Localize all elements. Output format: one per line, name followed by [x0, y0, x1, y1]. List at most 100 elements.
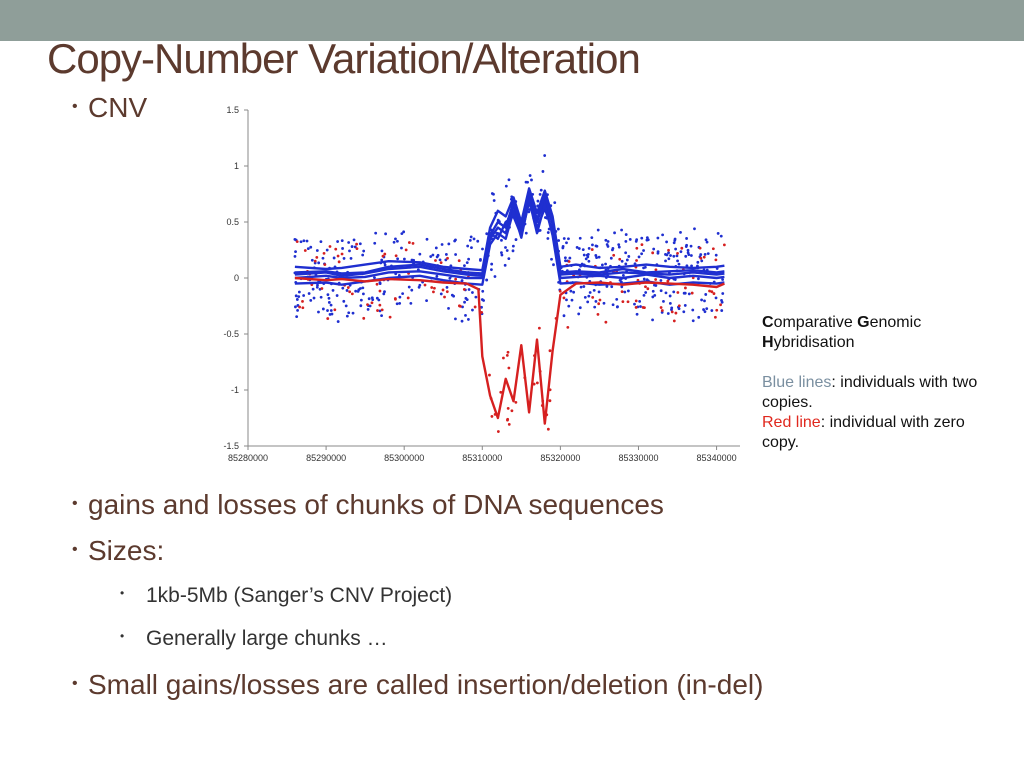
- cgh-chart: 1.5 1 0.5 0 -0.5 -1 -1.5 85280000 85290000 853000…: [223, 105, 740, 463]
- blue-probe-point: [310, 258, 314, 262]
- red-probe-point: [713, 315, 717, 319]
- blue-probe-point: [691, 319, 695, 323]
- cgh-ybridisation: ybridisation: [773, 334, 855, 351]
- x-tick-label: 85310000: [462, 453, 502, 463]
- red-probe-point: [303, 249, 307, 252]
- blue-probe-point: [345, 314, 349, 318]
- blue-probe-point: [341, 247, 344, 250]
- y-tick-label: -0.5: [223, 329, 239, 339]
- slide-title: Copy-Number Variation/Alteration: [47, 35, 641, 82]
- blue-probe-point: [656, 250, 660, 253]
- blue-probe-point: [577, 247, 581, 250]
- blue-probe-point: [294, 305, 297, 309]
- blue-probe-point: [582, 253, 586, 257]
- red-probe-point: [378, 303, 382, 307]
- blue-probe-point: [703, 253, 707, 256]
- blue-probe-point: [347, 311, 351, 315]
- blue-probe-point: [315, 285, 319, 289]
- blue-probe-point: [563, 256, 567, 260]
- blue-probe-point: [311, 287, 315, 291]
- red-probe-point: [337, 260, 341, 264]
- blue-probe-point: [309, 245, 313, 249]
- blue-probe-point: [593, 305, 597, 309]
- red-probe-point: [355, 247, 359, 251]
- blue-probe-point: [682, 310, 686, 314]
- red-probe-point: [443, 295, 446, 299]
- red-probe-point: [597, 302, 601, 306]
- blue-probe-point: [467, 257, 471, 261]
- blue-probe-point: [611, 303, 615, 307]
- blue-probe-point: [672, 241, 676, 245]
- blue-probe-point: [321, 256, 325, 260]
- blue-probe-point: [383, 263, 387, 267]
- red-probe-point: [355, 242, 359, 246]
- blue-probe-point: [321, 307, 325, 311]
- blue-probe-point: [507, 257, 511, 261]
- blue-probe-point: [587, 259, 591, 263]
- blue-probe-point: [639, 305, 642, 308]
- red-probe-point: [644, 285, 647, 289]
- blue-probe-point: [720, 309, 724, 312]
- red-probe-point: [340, 252, 344, 256]
- blue-probe-point: [514, 238, 518, 241]
- red-probe-point: [394, 254, 398, 258]
- blue-probe-point: [344, 304, 348, 308]
- red-series-line-6: [294, 276, 725, 425]
- blue-lines-label: Blue lines: [762, 374, 832, 391]
- chart-lines: [294, 187, 725, 425]
- blue-probe-point: [684, 254, 688, 258]
- blue-probe-point: [357, 288, 361, 292]
- blue-probe-point: [463, 264, 466, 268]
- red-probe-point: [506, 350, 510, 354]
- red-probe-point: [348, 290, 352, 294]
- blue-probe-point: [602, 301, 606, 305]
- red-probe-point: [711, 247, 715, 251]
- blue-probe-point: [582, 285, 586, 288]
- blue-probe-point: [645, 238, 649, 242]
- red-probe-point: [423, 283, 427, 287]
- red-probe-point: [702, 255, 706, 259]
- red-probe-point: [548, 399, 552, 403]
- top-bar: [0, 0, 1024, 41]
- blue-probe-point: [685, 243, 689, 247]
- blue-probe-point: [597, 290, 601, 294]
- red-probe-point: [366, 303, 369, 307]
- blue-probe-point: [587, 294, 591, 298]
- blue-probe-point: [345, 289, 349, 292]
- blue-probe-point: [656, 236, 660, 240]
- red-probe-point: [383, 252, 387, 256]
- blue-probe-point: [394, 237, 397, 241]
- y-tick-label: -1.5: [223, 441, 239, 451]
- red-probe-point: [618, 257, 622, 261]
- blue-probe-point: [546, 231, 550, 234]
- blue-probe-point: [373, 276, 376, 280]
- blue-probe-point: [454, 317, 457, 321]
- blue-probe-point: [361, 286, 365, 290]
- red-probe-point: [708, 289, 711, 293]
- x-tick-label: 85330000: [618, 453, 658, 463]
- red-probe-point: [719, 303, 722, 307]
- blue-probe-point: [700, 259, 704, 263]
- bullet-cnv: • CNV: [72, 92, 147, 124]
- blue-probe-point: [616, 305, 619, 309]
- blue-probe-point: [373, 241, 377, 245]
- red-probe-point: [690, 291, 694, 295]
- red-probe-point: [404, 248, 408, 252]
- blue-probe-point: [624, 251, 628, 255]
- blue-probe-point: [697, 315, 701, 319]
- blue-probe-point: [597, 255, 601, 259]
- y-tick-label: 0: [234, 273, 239, 283]
- red-probe-point: [506, 417, 510, 421]
- blue-probe-point: [590, 236, 594, 240]
- blue-probe-point: [617, 243, 621, 247]
- red-probe-point: [446, 256, 449, 260]
- blue-lines-note: Blue lines: individuals with two copies.: [762, 373, 1002, 413]
- blue-probe-point: [552, 263, 555, 267]
- blue-probe-point: [595, 256, 598, 259]
- blue-probe-point: [438, 258, 442, 262]
- blue-probe-point: [689, 244, 693, 248]
- blue-probe-point: [481, 289, 485, 293]
- blue-probe-point: [719, 234, 723, 238]
- blue-probe-point: [539, 188, 543, 192]
- red-probe-point: [635, 259, 638, 262]
